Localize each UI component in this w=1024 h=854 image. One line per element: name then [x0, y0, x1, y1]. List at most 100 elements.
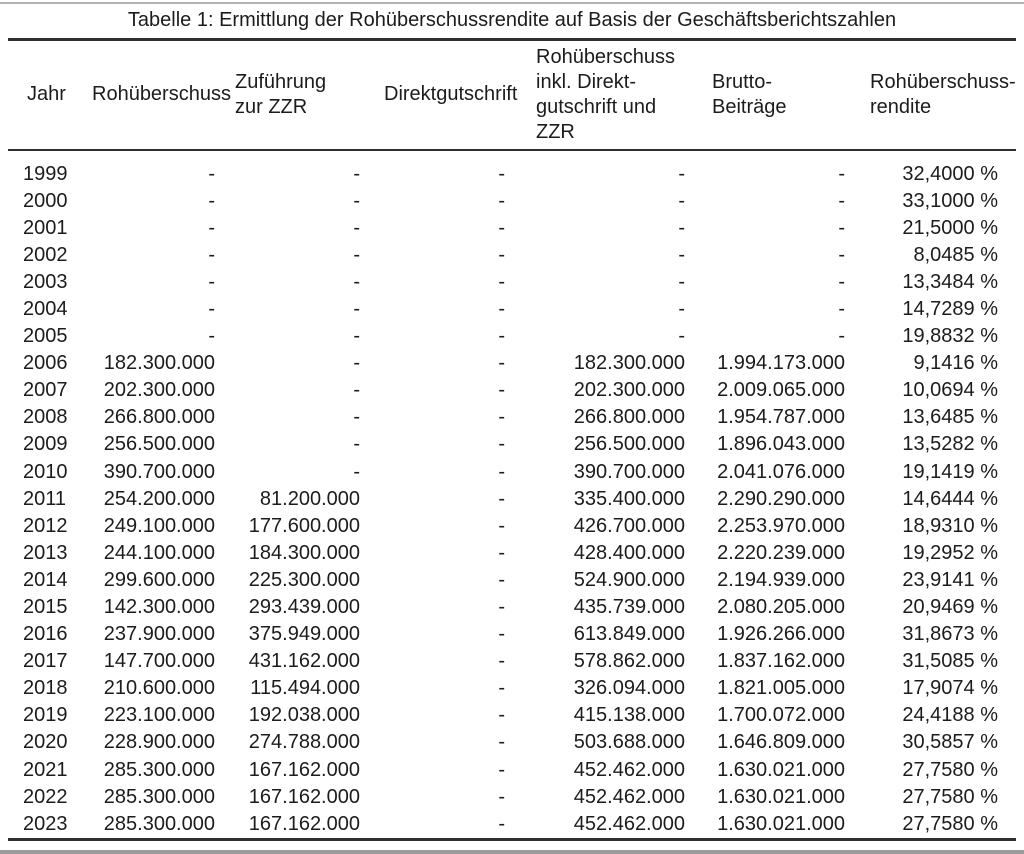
year-cell: 2017	[23, 650, 68, 673]
value-cell: 1.926.266.000	[717, 623, 845, 646]
value-cell: 20,9469 %	[902, 596, 998, 618]
table-body: 1999 - - - - - 32,4000 % 2000 - - - - - 33,1000 % 2001…	[8, 150, 1016, 840]
value-cell: 1.994.173.000	[717, 352, 845, 375]
value-cell: -	[678, 297, 685, 320]
year-cell: 2009	[23, 433, 68, 456]
year-cell: 2006	[23, 352, 68, 375]
value-cell: -	[838, 297, 845, 320]
value-cell: -	[498, 785, 505, 808]
year-cell: 2013	[23, 541, 68, 564]
value-cell: -	[498, 162, 505, 185]
value-cell: 293.439.000	[248, 596, 360, 618]
value-cell: -	[498, 623, 505, 646]
value-cell: 326.094.000	[573, 677, 685, 700]
data-table: Jahr Rohüberschuss Zuführung zur ZZR Direkt…	[8, 38, 1016, 841]
value-cell: -	[208, 297, 215, 320]
year-cell: 2003	[23, 270, 68, 293]
value-cell: 335.400.000	[573, 487, 685, 510]
value-cell: 285.300.000	[103, 785, 215, 808]
table-row: 2007 202.300.000 - - 202.300.000 2.009.065.00…	[8, 377, 1016, 404]
value-cell: 1.837.162.000	[717, 650, 845, 673]
bottom-partial-rule	[0, 850, 1024, 854]
value-cell: -	[678, 325, 685, 348]
value-cell: 27,7580 %	[902, 758, 998, 781]
table-row: 2014 299.600.000 225.300.000 - 524.900.000 2.…	[8, 567, 1016, 594]
table-row: 2023 285.300.000 167.162.000 - 452.462.000 1.…	[8, 811, 1016, 840]
value-cell: -	[498, 243, 505, 266]
value-cell: 578.862.000	[573, 650, 685, 673]
table-row: 2022 285.300.000 167.162.000 - 452.462.000 1.…	[8, 784, 1016, 811]
column-header-direktgutschrift: Direktgutschrift	[372, 39, 517, 151]
value-cell: 390.700.000	[103, 460, 215, 483]
value-cell: 21,5000 %	[902, 216, 998, 239]
table-row: 2005 - - - - - 19,8832 %	[8, 323, 1016, 350]
value-cell: 452.462.000	[573, 758, 685, 781]
column-header-jahr: Jahr	[8, 39, 80, 151]
table-header: Jahr Rohüberschuss Zuführung zur ZZR Direkt…	[8, 39, 1016, 151]
top-partial-rule	[0, 2, 1024, 4]
table-row: 2000 - - - - - 33,1000 %	[8, 188, 1016, 215]
value-cell: 1.821.005.000	[717, 677, 845, 700]
value-cell: 2.041.076.000	[717, 460, 845, 483]
table-row: 2004 - - - - - 14,7289 %	[8, 296, 1016, 323]
value-cell: -	[498, 379, 505, 402]
value-cell: -	[498, 514, 505, 537]
value-cell: 177.600.000	[248, 514, 360, 537]
value-cell: -	[353, 243, 360, 266]
table-row: 2001 - - - - - 21,5000 %	[8, 215, 1016, 242]
value-cell: 2.194.939.000	[717, 568, 845, 591]
value-cell: -	[498, 487, 505, 510]
value-cell: 613.849.000	[573, 623, 685, 646]
value-cell: 285.300.000	[103, 812, 215, 835]
year-cell: 2007	[23, 379, 68, 402]
value-cell: -	[353, 379, 360, 402]
value-cell: 228.900.000	[103, 731, 215, 754]
table-row: 2015 142.300.000 293.439.000 - 435.739.000 2.…	[8, 594, 1016, 621]
value-cell: 19,2952 %	[902, 541, 998, 564]
value-cell: 503.688.000	[573, 731, 685, 754]
table-row: 2020 228.900.000 274.788.000 - 503.688.000 1.…	[8, 729, 1016, 756]
value-cell: 1.630.021.000	[717, 785, 845, 808]
value-cell: 1.954.787.000	[717, 406, 845, 429]
value-cell: 274.788.000	[248, 731, 360, 754]
value-cell: -	[353, 433, 360, 456]
value-cell: 167.162.000	[248, 785, 360, 808]
value-cell: -	[498, 677, 505, 700]
value-cell: -	[208, 243, 215, 266]
value-cell: 256.500.000	[573, 433, 685, 456]
value-cell: 1.896.043.000	[717, 433, 845, 456]
value-cell: -	[838, 189, 845, 212]
value-cell: 27,7580 %	[902, 812, 998, 835]
value-cell: 2.009.065.000	[717, 379, 845, 402]
table-row: 2019 223.100.000 192.038.000 - 415.138.000 1.…	[8, 702, 1016, 729]
value-cell: -	[353, 460, 360, 483]
value-cell: 2.220.239.000	[717, 541, 845, 564]
value-cell: 23,9141 %	[902, 568, 998, 591]
value-cell: -	[498, 216, 505, 239]
table-row: 2018 210.600.000 115.494.000 - 326.094.000 1.…	[8, 675, 1016, 702]
table-caption: Tabelle 1: Ermittlung der Rohüberschussr…	[127, 9, 897, 31]
value-cell: 210.600.000	[103, 677, 215, 700]
table-row: 2010 390.700.000 - - 390.700.000 2.041.076.00…	[8, 459, 1016, 486]
value-cell: -	[353, 325, 360, 348]
year-cell: 2000	[23, 189, 68, 212]
value-cell: -	[498, 731, 505, 754]
value-cell: -	[353, 216, 360, 239]
value-cell: 452.462.000	[573, 785, 685, 808]
year-cell: 2011	[23, 487, 67, 510]
value-cell: -	[838, 270, 845, 293]
value-cell: 19,8832 %	[902, 325, 998, 348]
table-row: 2003 - - - - - 13,3484 %	[8, 269, 1016, 296]
value-cell: -	[208, 325, 215, 348]
value-cell: 2.290.290.000	[717, 487, 845, 510]
value-cell: -	[208, 162, 215, 185]
table-row: 2002 - - - - - 8,0485 %	[8, 242, 1016, 269]
value-cell: 115.494.000	[250, 677, 360, 700]
value-cell: 9,1416 %	[913, 352, 998, 375]
value-cell: 266.800.000	[103, 406, 215, 429]
value-cell: 182.300.000	[573, 352, 685, 375]
year-cell: 2004	[23, 297, 68, 320]
value-cell: 431.162.000	[248, 650, 360, 673]
value-cell: 13,6485 %	[902, 406, 998, 429]
value-cell: -	[498, 460, 505, 483]
